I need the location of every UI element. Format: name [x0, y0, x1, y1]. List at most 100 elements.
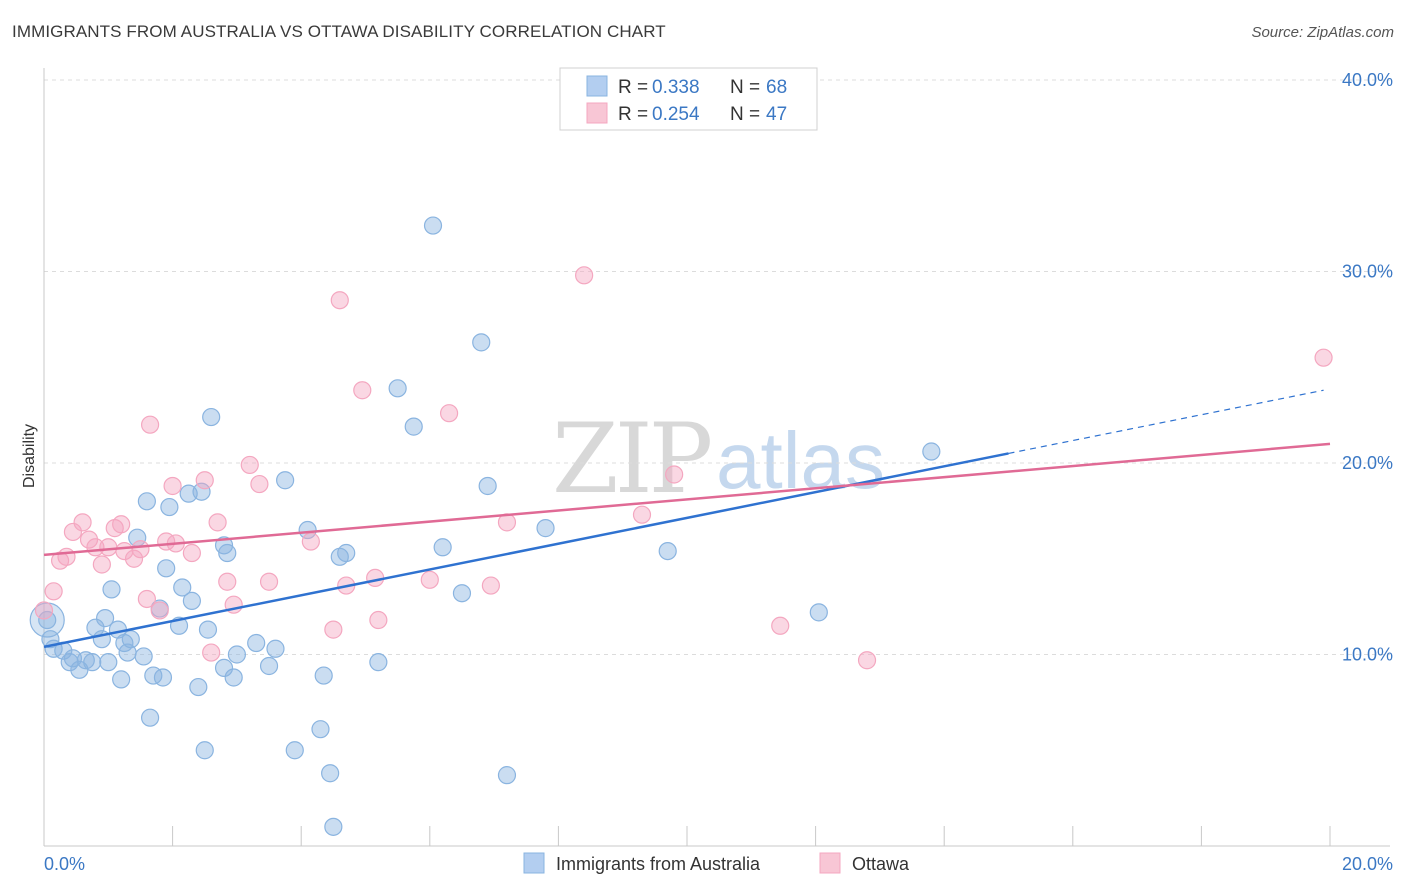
- point-ottawa: [195, 471, 214, 490]
- point-ottawa: [137, 589, 156, 609]
- legend-label-ottawa: Ottawa: [852, 854, 910, 874]
- point-immigrants: [298, 520, 317, 540]
- point-ottawa: [240, 455, 259, 475]
- point-immigrants: [266, 639, 285, 658]
- point-immigrants: [83, 653, 102, 672]
- point-immigrants: [173, 578, 192, 597]
- point-immigrants: [276, 471, 295, 490]
- point-ottawa: [208, 513, 227, 532]
- y-tick-label-40: 40.0%: [1342, 70, 1393, 90]
- point-immigrants: [321, 764, 340, 783]
- y-tick-label-10: 10.0%: [1342, 645, 1393, 665]
- trend-line-immigrants-extension: [1008, 389, 1324, 455]
- y-tick-label-20: 20.0%: [1342, 453, 1393, 473]
- legend-swatch-ottawa: [819, 852, 841, 874]
- point-immigrants: [497, 766, 517, 785]
- point-ottawa: [575, 266, 594, 285]
- watermark-atlas: atlas: [716, 416, 885, 505]
- stats-swatch-ottawa: [586, 102, 608, 124]
- point-immigrants: [137, 492, 156, 511]
- point-ottawa: [324, 620, 343, 639]
- point-ottawa: [63, 522, 83, 542]
- point-immigrants: [99, 653, 118, 672]
- x-ticks: [43, 826, 1331, 846]
- point-immigrants: [153, 668, 173, 687]
- point-immigrants: [102, 580, 121, 599]
- point-immigrants: [658, 541, 677, 561]
- point-ottawa: [250, 474, 269, 494]
- point-immigrants: [404, 417, 423, 436]
- point-immigrants: [369, 653, 388, 672]
- point-immigrants: [227, 645, 246, 664]
- point-immigrants: [433, 538, 452, 557]
- point-ottawa: [112, 515, 131, 534]
- point-immigrants: [218, 543, 237, 563]
- point-ottawa: [439, 404, 459, 423]
- source-credit: Source: ZipAtlas.com: [1251, 24, 1394, 41]
- point-immigrants: [38, 610, 57, 630]
- point-ottawa: [140, 415, 160, 434]
- point-ottawa: [481, 576, 500, 595]
- point-ottawa: [218, 572, 237, 591]
- stats-n-value-1: 68: [766, 77, 787, 98]
- point-immigrants: [182, 591, 201, 610]
- x-tick-label-min: 0.0%: [44, 854, 85, 874]
- legend-label-immigrants: Immigrants from Australia: [556, 854, 761, 874]
- point-immigrants: [214, 658, 234, 678]
- point-ottawa: [857, 651, 877, 670]
- point-ottawa: [73, 513, 92, 532]
- stats-r-label-2: R =: [618, 104, 648, 125]
- point-immigrants: [224, 668, 243, 687]
- point-immigrants: [189, 677, 208, 697]
- stats-n-label-2: N =: [730, 104, 760, 125]
- point-immigrants: [324, 817, 343, 836]
- point-ottawa: [1314, 348, 1333, 367]
- point-ottawa: [57, 547, 76, 566]
- point-immigrants: [311, 720, 330, 739]
- chart-title: IMMIGRANTS FROM AUSTRALIA VS OTTAWA DISA…: [12, 22, 666, 41]
- point-ottawa: [301, 532, 320, 551]
- point-immigrants: [536, 519, 555, 538]
- point-immigrants: [202, 407, 221, 427]
- trend-line-ottawa: [43, 442, 1331, 557]
- axes: [43, 68, 1390, 847]
- point-ottawa: [771, 616, 790, 635]
- point-ottawa: [665, 465, 684, 484]
- x-tick-label-max: 20.0%: [1342, 854, 1393, 874]
- trend-lines: [43, 389, 1331, 649]
- stats-n-label-1: N =: [730, 77, 760, 98]
- point-ottawa: [163, 476, 182, 496]
- point-immigrants: [472, 333, 491, 352]
- y-axis-title: Disability: [21, 424, 38, 488]
- point-ottawa: [34, 601, 54, 620]
- point-ottawa: [259, 572, 279, 591]
- point-ottawa: [124, 549, 144, 568]
- point-immigrants: [452, 584, 472, 603]
- series-immigrants-points: [29, 216, 941, 836]
- watermark-zip: ZIP: [552, 403, 711, 515]
- legend-swatch-immigrants: [523, 852, 545, 874]
- point-ottawa: [182, 543, 201, 563]
- point-ottawa: [366, 568, 385, 588]
- stats-swatch-immigrants: [586, 75, 608, 97]
- point-immigrants: [76, 651, 95, 670]
- point-immigrants: [247, 633, 266, 653]
- point-immigrants: [134, 647, 153, 666]
- point-immigrants: [192, 482, 211, 501]
- point-immigrants: [95, 609, 115, 628]
- point-ottawa: [150, 601, 169, 620]
- point-immigrants: [809, 603, 828, 622]
- point-immigrants: [388, 379, 407, 398]
- stats-legend: R = 0.338 N = 68 R = 0.254 N = 47: [559, 67, 818, 131]
- point-immigrants: [285, 741, 304, 760]
- gridlines: [44, 79, 1390, 655]
- point-immigrants: [112, 670, 131, 689]
- point-ottawa: [92, 555, 111, 574]
- point-ottawa: [632, 505, 652, 524]
- point-ottawa: [99, 538, 118, 557]
- y-tick-labels: 10.0% 20.0% 30.0% 40.0%: [1342, 70, 1393, 665]
- y-tick-label-30: 30.0%: [1342, 262, 1393, 282]
- point-immigrants: [314, 666, 333, 685]
- point-immigrants: [259, 656, 279, 676]
